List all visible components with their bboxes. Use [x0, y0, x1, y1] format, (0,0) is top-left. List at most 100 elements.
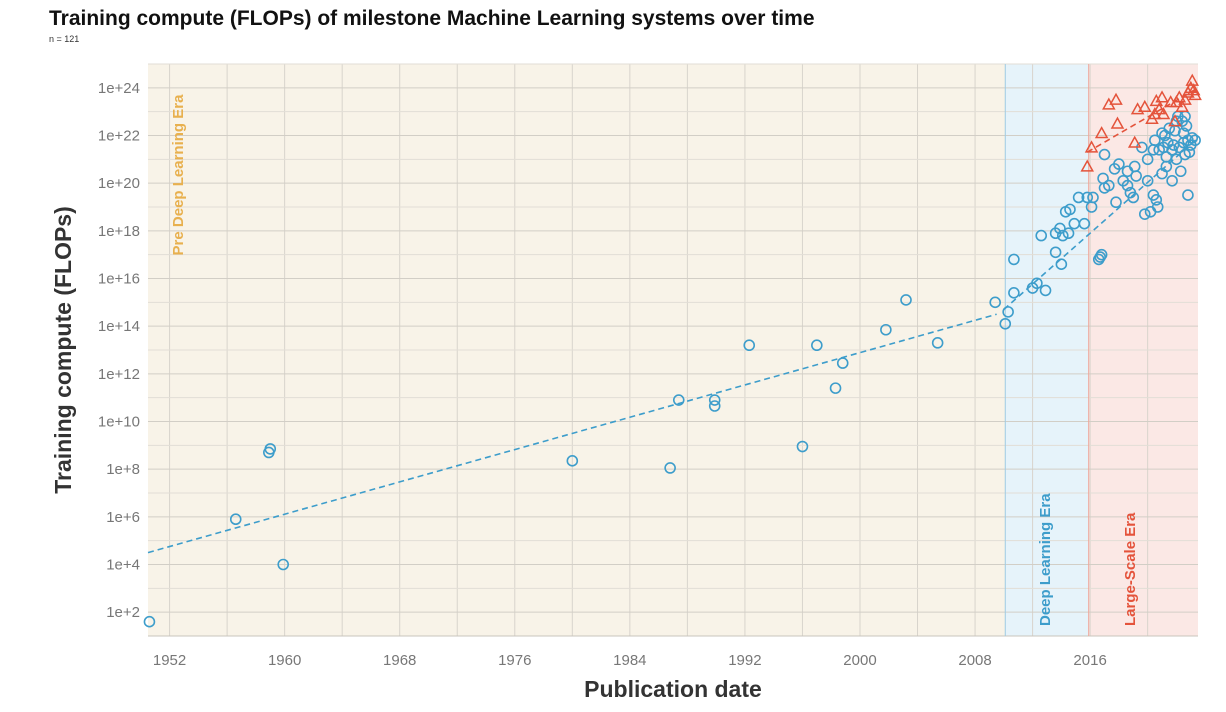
circle-point — [1156, 127, 1168, 139]
circle-point — [1062, 227, 1075, 240]
triangle-point — [1110, 116, 1125, 129]
circle-point — [672, 394, 685, 406]
triangle-point — [1138, 99, 1152, 113]
circle-point — [829, 382, 842, 394]
circle-point — [743, 339, 756, 352]
circle-point — [1002, 306, 1014, 318]
circle-point — [989, 296, 1001, 309]
circle-point — [1151, 201, 1164, 213]
era-label-2: Large-Scale Era — [1122, 512, 1139, 626]
y-tick-label: 1e+16 — [98, 271, 140, 288]
x-tick-label: 2000 — [843, 652, 876, 669]
circle-point — [1182, 189, 1194, 201]
y-tick-label: 1e+14 — [98, 318, 140, 335]
y-tick-label: 1e+12 — [98, 366, 140, 383]
x-tick-label: 1984 — [613, 652, 646, 669]
circle-point — [1174, 165, 1187, 178]
circle-point — [1127, 191, 1140, 204]
circle-point — [1186, 132, 1199, 144]
circle-point — [229, 513, 242, 526]
y-tick-label: 1e+22 — [98, 128, 140, 145]
triangle-point — [1168, 114, 1182, 127]
circle-point — [1138, 208, 1151, 220]
circle-point — [1110, 196, 1122, 209]
circle-point — [277, 558, 290, 571]
triangle-point — [1156, 107, 1171, 120]
circle-point — [1008, 253, 1020, 266]
triangle-point — [1152, 102, 1166, 115]
x-tick-label: 2016 — [1073, 652, 1106, 669]
triangle-point — [1186, 83, 1201, 96]
y-tick-label: 1e+20 — [98, 175, 140, 192]
triangle-point — [1080, 159, 1095, 172]
circle-point — [1035, 229, 1048, 242]
axis-ticks: 1e+2 1e+4 1e+6 1e+8 1e+10 1e+12 1e+14 1e+16 1e+1… — [98, 80, 1107, 669]
x-tick-label: 2008 — [958, 652, 991, 669]
circle-point — [1121, 179, 1134, 192]
triangle-point — [1188, 87, 1202, 101]
trend-line-2 — [1086, 87, 1199, 153]
circle-point — [1113, 158, 1125, 170]
circle-point — [1189, 134, 1201, 147]
circle-point — [1149, 134, 1161, 147]
circle-point — [664, 462, 676, 474]
circle-point — [1170, 153, 1183, 166]
circle-point — [1049, 246, 1062, 259]
x-axis-title: Publication date — [584, 676, 762, 702]
circle-point — [1064, 203, 1076, 216]
y-tick-label: 1e+24 — [98, 80, 140, 97]
circle-point — [1160, 160, 1173, 173]
circle-point — [1161, 136, 1174, 149]
circle-point — [1098, 148, 1111, 161]
circle-point — [1008, 286, 1020, 299]
data-points — [143, 73, 1202, 628]
circle-point — [1078, 217, 1091, 230]
triangle-point — [1175, 99, 1189, 113]
circle-point — [1166, 174, 1178, 187]
era-labels: Pre Deep Learning Era Deep Learning Era La… — [170, 94, 1139, 626]
gridlines — [148, 63, 1198, 637]
circle-point — [1039, 284, 1052, 297]
trend-line-0 — [147, 313, 997, 554]
x-tick-label: 1960 — [268, 652, 301, 669]
circle-point — [900, 294, 912, 306]
circle-point — [796, 440, 809, 453]
circle-point — [931, 337, 944, 349]
y-tick-label: 1e+10 — [98, 414, 140, 431]
circle-point — [1072, 191, 1085, 204]
circle-point — [811, 339, 823, 352]
triangle-point — [1184, 80, 1198, 93]
y-tick-label: 1e+18 — [98, 223, 140, 240]
circle-point — [1055, 258, 1068, 271]
triangle-point — [1084, 140, 1099, 153]
trend-line-1 — [1003, 137, 1199, 311]
circle-point — [1103, 179, 1115, 192]
triangle-point — [1155, 90, 1169, 103]
triangle-point — [1149, 93, 1164, 107]
circle-point — [264, 443, 277, 455]
circle-point — [143, 615, 156, 628]
x-tick-label: 1976 — [498, 652, 531, 669]
circle-point — [1056, 229, 1069, 242]
triangle-point — [1094, 126, 1109, 139]
y-axis-title: Training compute (FLOPs) — [50, 206, 76, 494]
circle-point — [1095, 248, 1108, 261]
circle-point — [1130, 170, 1142, 182]
circle-point — [880, 323, 892, 336]
circle-point — [1141, 153, 1154, 166]
circle-point — [1054, 222, 1066, 235]
circle-point — [1031, 277, 1043, 290]
circle-point — [1183, 146, 1196, 158]
circle-point — [836, 357, 849, 369]
circle-point — [708, 400, 721, 412]
circle-point — [999, 317, 1012, 330]
era-label-0: Pre Deep Learning Era — [170, 94, 187, 256]
circle-point — [1150, 194, 1163, 206]
circle-point — [708, 394, 721, 406]
triangle-point — [1185, 73, 1200, 86]
circle-point — [1141, 174, 1154, 187]
circle-point — [1087, 191, 1099, 204]
y-tick-label: 1e+6 — [106, 509, 140, 526]
trend-lines — [147, 87, 1199, 554]
